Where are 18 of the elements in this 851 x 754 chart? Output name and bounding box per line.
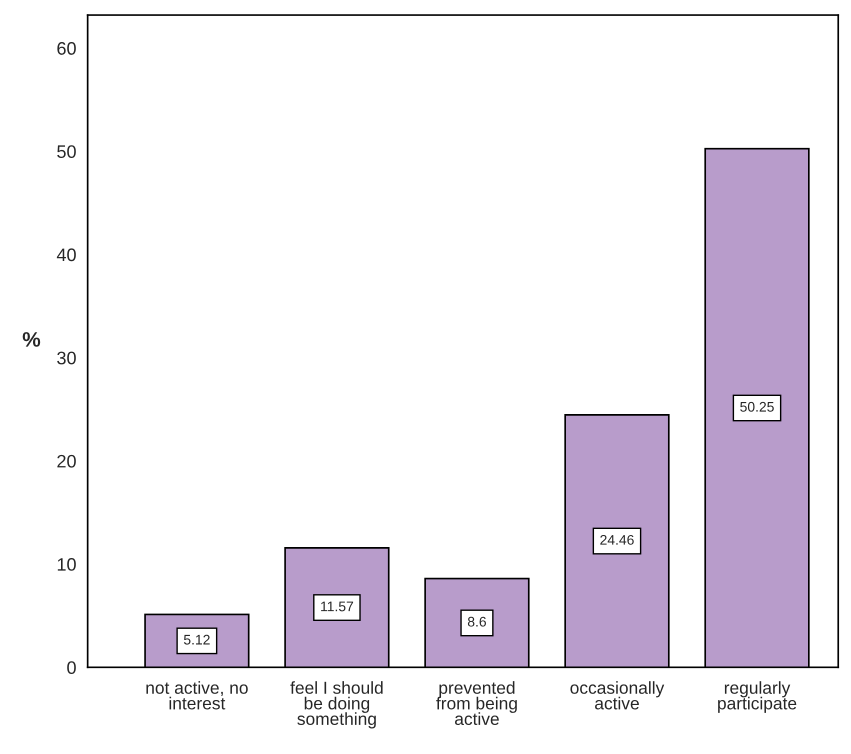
y-tick-label: 20 bbox=[57, 454, 76, 468]
data-label: 50.25 bbox=[740, 402, 774, 412]
x-tick-label: prevented from being active bbox=[436, 681, 517, 726]
y-tick-label: 30 bbox=[57, 352, 76, 364]
x-tick-label: occasionally active bbox=[570, 681, 664, 710]
data-label: 11.57 bbox=[321, 602, 354, 612]
y-tick-label: 0 bbox=[67, 661, 76, 674]
y-tick-label: 50 bbox=[57, 145, 76, 158]
y-axis-title: % bbox=[22, 332, 40, 347]
data-label: 24.46 bbox=[600, 534, 634, 545]
y-tick-label: 60 bbox=[57, 42, 76, 55]
y-tick-label: 40 bbox=[56, 248, 76, 262]
x-tick-label: feel I should be doing something bbox=[290, 681, 383, 728]
x-tick-label: regularly participate bbox=[718, 681, 796, 713]
data-label: 8.6 bbox=[468, 616, 486, 627]
y-tick-label: 10 bbox=[58, 558, 76, 571]
x-tick-label: not active, no interest bbox=[146, 681, 248, 710]
data-label: 5.12 bbox=[184, 634, 210, 645]
